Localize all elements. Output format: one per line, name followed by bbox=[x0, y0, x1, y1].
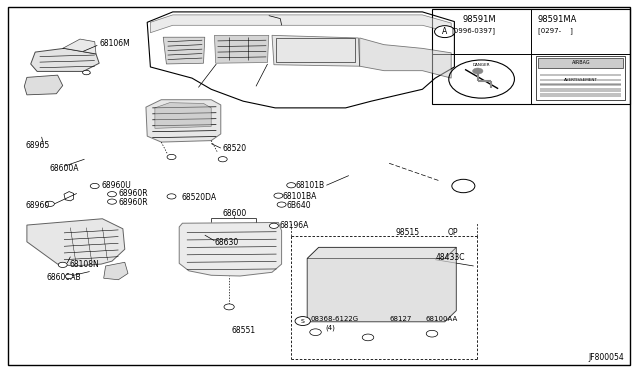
Circle shape bbox=[83, 70, 90, 75]
Circle shape bbox=[218, 157, 227, 162]
Text: 68551: 68551 bbox=[232, 326, 256, 335]
Text: 68600A: 68600A bbox=[50, 164, 79, 173]
Text: 68960U: 68960U bbox=[101, 181, 131, 190]
Text: 68108N: 68108N bbox=[69, 260, 99, 269]
Text: JF800054: JF800054 bbox=[588, 353, 624, 362]
Circle shape bbox=[310, 329, 321, 336]
Text: A: A bbox=[442, 27, 447, 36]
Circle shape bbox=[362, 334, 374, 341]
Polygon shape bbox=[360, 38, 451, 78]
Text: 48433C: 48433C bbox=[435, 253, 465, 262]
Text: 98591M: 98591M bbox=[463, 15, 497, 24]
Polygon shape bbox=[214, 35, 269, 63]
Text: 68600AB: 68600AB bbox=[46, 273, 81, 282]
Circle shape bbox=[274, 193, 283, 198]
Circle shape bbox=[435, 26, 455, 38]
Text: 98591MA: 98591MA bbox=[538, 15, 577, 24]
Text: 68960R: 68960R bbox=[118, 198, 148, 207]
Text: 68106M: 68106M bbox=[99, 39, 130, 48]
Text: 68965: 68965 bbox=[26, 141, 50, 150]
Text: 08368-6122G: 08368-6122G bbox=[310, 316, 358, 322]
Circle shape bbox=[167, 194, 176, 199]
Text: 6B640: 6B640 bbox=[287, 201, 311, 210]
Bar bbox=[536, 56, 625, 100]
Text: AIRBAG: AIRBAG bbox=[572, 60, 590, 65]
Bar bbox=[538, 58, 623, 68]
Circle shape bbox=[58, 262, 67, 267]
Text: 68960: 68960 bbox=[26, 201, 50, 210]
Text: 68100AA: 68100AA bbox=[426, 316, 458, 322]
Polygon shape bbox=[155, 103, 211, 128]
Circle shape bbox=[269, 223, 278, 228]
Polygon shape bbox=[104, 262, 128, 280]
Text: AVERTISSEMENT: AVERTISSEMENT bbox=[564, 78, 598, 82]
Polygon shape bbox=[27, 219, 125, 266]
Text: [0297-    ]: [0297- ] bbox=[538, 28, 572, 34]
Text: OP: OP bbox=[448, 228, 458, 237]
Text: [0996-0397]: [0996-0397] bbox=[451, 28, 495, 34]
Circle shape bbox=[426, 330, 438, 337]
Polygon shape bbox=[272, 35, 360, 66]
Circle shape bbox=[452, 179, 475, 193]
Polygon shape bbox=[63, 39, 96, 54]
Text: 68101BA: 68101BA bbox=[283, 192, 317, 201]
Circle shape bbox=[295, 317, 310, 326]
Polygon shape bbox=[307, 247, 456, 322]
Polygon shape bbox=[307, 247, 456, 259]
Circle shape bbox=[287, 183, 296, 188]
Circle shape bbox=[472, 68, 483, 74]
Bar bbox=[276, 38, 355, 62]
Polygon shape bbox=[150, 15, 451, 33]
Polygon shape bbox=[179, 222, 282, 276]
Text: 68127: 68127 bbox=[389, 316, 412, 322]
Text: 68101B: 68101B bbox=[296, 181, 325, 190]
Text: 68600: 68600 bbox=[223, 209, 247, 218]
Text: 68520: 68520 bbox=[223, 144, 247, 153]
Circle shape bbox=[45, 201, 54, 206]
Text: 68196A: 68196A bbox=[279, 221, 308, 230]
Circle shape bbox=[277, 202, 286, 207]
Text: S: S bbox=[301, 318, 305, 324]
Circle shape bbox=[167, 154, 176, 160]
Text: 98515: 98515 bbox=[396, 228, 420, 237]
Polygon shape bbox=[31, 48, 99, 71]
Polygon shape bbox=[24, 75, 63, 95]
Circle shape bbox=[224, 304, 234, 310]
Circle shape bbox=[90, 183, 99, 189]
Text: 68630: 68630 bbox=[214, 238, 239, 247]
Text: DANGER: DANGER bbox=[473, 63, 490, 67]
Polygon shape bbox=[146, 100, 221, 142]
Bar bbox=[432, 9, 630, 104]
Text: 68520DA: 68520DA bbox=[181, 193, 216, 202]
Text: A: A bbox=[461, 182, 466, 190]
Circle shape bbox=[108, 192, 116, 197]
Text: 68960R: 68960R bbox=[118, 189, 148, 198]
Text: (4): (4) bbox=[325, 324, 335, 331]
Circle shape bbox=[108, 199, 116, 204]
Circle shape bbox=[65, 274, 73, 279]
Polygon shape bbox=[163, 37, 205, 64]
